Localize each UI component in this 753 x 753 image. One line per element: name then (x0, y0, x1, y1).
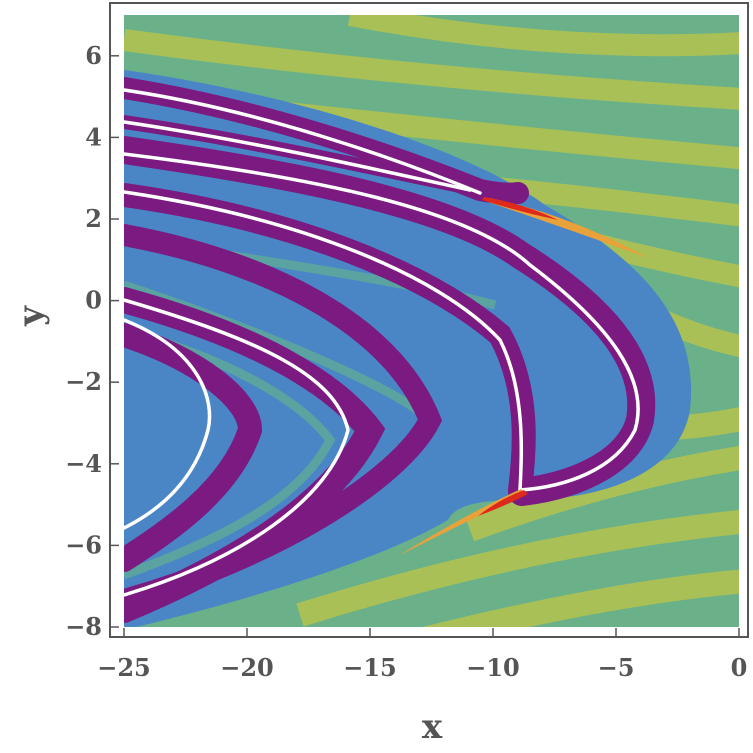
x-tick-label: −15 (343, 653, 397, 682)
plot-frame (109, 2, 749, 638)
y-tick-label: −6 (65, 530, 102, 559)
white-contours (124, 88, 640, 597)
y-tick-label: −4 (65, 449, 102, 478)
y-axis-label: y (11, 305, 51, 327)
y-tick-label: 6 (85, 41, 102, 70)
y-tick-label: −8 (65, 612, 102, 641)
x-tick-label: −5 (598, 653, 635, 682)
x-tick-label: −20 (220, 653, 274, 682)
lower-red-spike (478, 490, 528, 516)
y-tick-label: 0 (85, 286, 102, 315)
x-tick-label: −10 (466, 653, 520, 682)
plot-area (124, 15, 739, 627)
x-tick-label: −25 (97, 653, 151, 682)
y-axis: −8 −6 −4 −2 0 2 4 6 (65, 41, 119, 641)
y-tick-label: −2 (65, 367, 102, 396)
y-tick-label: 4 (85, 122, 102, 151)
x-tick-label: 0 (731, 653, 748, 682)
x-axis: −25 −20 −15 −10 −5 0 (97, 628, 747, 682)
y-tick-label: 2 (85, 204, 102, 233)
upper-red-spike (482, 197, 558, 220)
x-axis-label: x (422, 707, 443, 747)
